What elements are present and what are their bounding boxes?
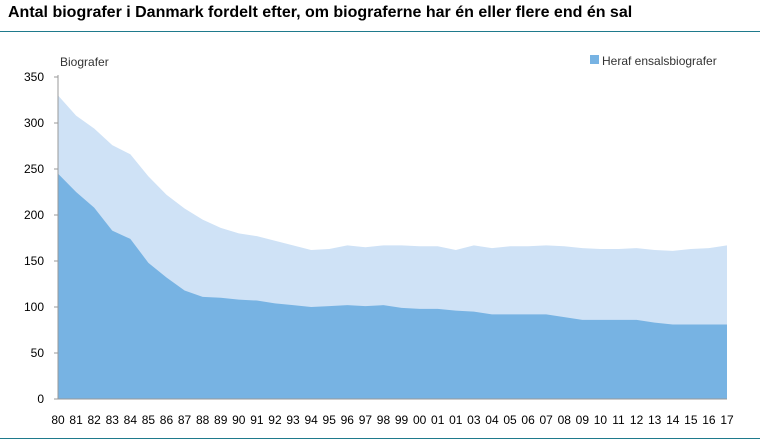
- x-tick-label: 17: [720, 413, 734, 427]
- x-tick-label: 99: [395, 413, 409, 427]
- x-tick-label: 06: [521, 413, 535, 427]
- x-tick-label: 03: [467, 413, 481, 427]
- y-tick-label: 100: [24, 300, 44, 314]
- x-tick-label: 90: [232, 413, 246, 427]
- x-tick-label: 81: [69, 413, 83, 427]
- y-tick-labels: 0 50 100 150 200 250 300 350: [24, 70, 44, 406]
- title-rule: [0, 31, 760, 32]
- y-tick-label: 200: [24, 208, 44, 222]
- x-tick-label: 92: [268, 413, 282, 427]
- x-tick-label: 87: [178, 413, 192, 427]
- x-tick-label: 15: [684, 413, 698, 427]
- chart-axes: [54, 75, 727, 400]
- x-tick-label: 04: [485, 413, 499, 427]
- bottom-rule: [0, 438, 760, 439]
- x-tick-label: 93: [286, 413, 300, 427]
- legend-label-single: Heraf ensalsbiografer: [602, 54, 717, 68]
- x-tick-label: 00: [413, 413, 427, 427]
- legend-swatch-single: [590, 55, 599, 64]
- x-tick-label: 07: [540, 413, 554, 427]
- x-tick-label: 94: [304, 413, 318, 427]
- y-tick-label: 250: [24, 162, 44, 176]
- x-tick-label: 09: [576, 413, 590, 427]
- y-tick-label: 300: [24, 116, 44, 130]
- x-tick-label: 05: [503, 413, 517, 427]
- y-tick-label: 50: [31, 346, 45, 360]
- x-tick-label: 83: [106, 413, 120, 427]
- x-tick-label: 97: [359, 413, 373, 427]
- x-tick-label: 13: [648, 413, 662, 427]
- x-tick-label: 85: [142, 413, 156, 427]
- x-tick-label: 16: [702, 413, 716, 427]
- x-tick-labels: 80 81 82 83 84 85 86 87 88 89 90 91 92 93 94 95 96 97 98 99…: [51, 413, 734, 427]
- y-axis-label: Biografer: [60, 55, 109, 69]
- x-tick-label: 12: [630, 413, 644, 427]
- x-tick-label: 86: [160, 413, 174, 427]
- x-tick-label: 89: [214, 413, 228, 427]
- x-tick-label: 10: [594, 413, 608, 427]
- x-tick-label: 14: [666, 413, 680, 427]
- x-tick-label: 11: [612, 413, 625, 427]
- x-tick-label: 01: [449, 413, 463, 427]
- y-tick-label: 0: [37, 392, 44, 406]
- x-tick-label: 96: [341, 413, 355, 427]
- x-tick-label: 08: [558, 413, 572, 427]
- y-tick-label: 150: [24, 254, 44, 268]
- x-tick-label: 01: [431, 413, 445, 427]
- x-tick-label: 88: [196, 413, 210, 427]
- y-tick-label: 350: [24, 70, 44, 84]
- legend: Heraf ensalsbiografer: [590, 54, 717, 68]
- x-tick-label: 95: [323, 413, 337, 427]
- area-series-single: [58, 173, 727, 399]
- x-tick-label: 98: [377, 413, 391, 427]
- x-tick-label: 82: [87, 413, 101, 427]
- x-tick-label: 84: [124, 413, 138, 427]
- x-tick-label: 80: [51, 413, 65, 427]
- chart-areas: [58, 95, 727, 400]
- x-tick-label: 91: [250, 413, 264, 427]
- chart-title: Antal biografer i Danmark fordelt efter,…: [8, 4, 633, 21]
